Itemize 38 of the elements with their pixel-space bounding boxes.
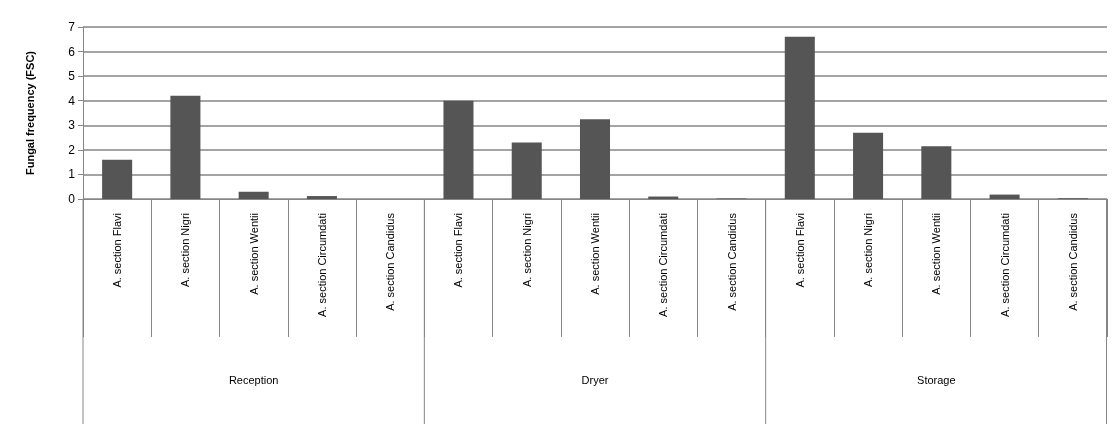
x-tick-label: A. section Circumdati [315,213,328,317]
x-tick-label: A. section Circumdati [998,213,1011,317]
text: Storage [917,374,956,386]
x-tick-label: A. section Wentii [247,213,260,295]
bar [102,159,133,199]
y-axis-title: Fungal frequency (FSC) [23,50,36,176]
text: Dryer [581,374,609,386]
y-tick-label: 0 [68,192,76,206]
bar [921,146,952,199]
y-tick-label: 5 [68,69,76,84]
x-tick-label: A. section Candidus [384,212,397,311]
x-tick-label: A. section Wentii [589,213,601,295]
x-tick-label: A. section Nigri [862,213,875,287]
bar [238,191,269,199]
bar [170,95,201,199]
x-tick-label: A. section Flavi [111,213,124,288]
y-tick-label: 3 [68,118,76,133]
bar [989,194,1020,199]
x-tick-label: A. section Wentii [930,213,943,295]
text: Reception [228,374,279,386]
bar [784,36,815,199]
x-tick-label: A. section Flavi [793,213,806,288]
x-tick-label: A. section Candidus [1066,212,1079,311]
y-tick-label: 4 [68,93,76,108]
bar [306,196,337,199]
x-tick-label: A. section Nigri [520,213,533,287]
x-tick-label: A. section Candidus [725,212,738,311]
x-tick-label: A. section Flavi [452,213,465,288]
bar [511,142,542,199]
x-tick-label: A. section Nigri [179,213,192,287]
x-tick-label: A. section Circumdati [657,213,670,317]
y-tick-label: 1 [68,167,76,182]
y-tick-label: 2 [68,142,76,157]
bar [853,132,884,199]
y-tick-label: 7 [68,20,76,34]
y-tick-label: 6 [68,44,76,59]
bar [579,119,611,199]
bar [443,100,474,199]
